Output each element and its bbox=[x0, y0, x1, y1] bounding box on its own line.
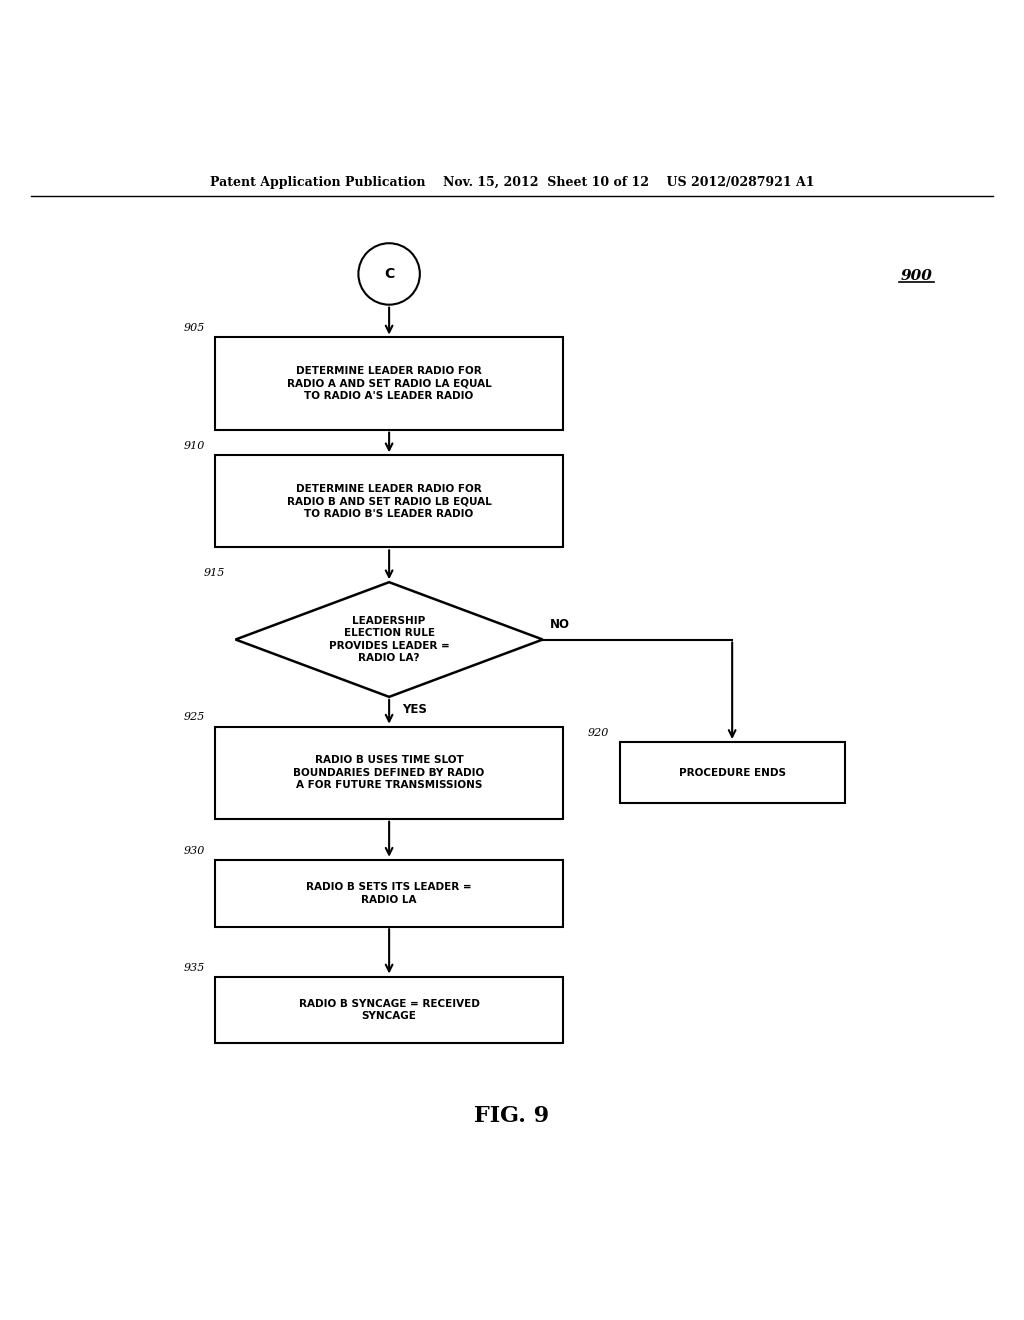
Polygon shape bbox=[236, 582, 543, 697]
Text: C: C bbox=[384, 267, 394, 281]
Text: 925: 925 bbox=[183, 713, 205, 722]
FancyBboxPatch shape bbox=[215, 455, 563, 548]
Text: Patent Application Publication    Nov. 15, 2012  Sheet 10 of 12    US 2012/02879: Patent Application Publication Nov. 15, … bbox=[210, 177, 814, 189]
FancyBboxPatch shape bbox=[215, 726, 563, 818]
Text: RADIO B SETS ITS LEADER =
RADIO LA: RADIO B SETS ITS LEADER = RADIO LA bbox=[306, 882, 472, 904]
FancyBboxPatch shape bbox=[215, 861, 563, 927]
FancyBboxPatch shape bbox=[215, 338, 563, 429]
Text: 900: 900 bbox=[901, 269, 933, 282]
Text: DETERMINE LEADER RADIO FOR
RADIO A AND SET RADIO LA EQUAL
TO RADIO A'S LEADER RA: DETERMINE LEADER RADIO FOR RADIO A AND S… bbox=[287, 366, 492, 401]
Text: 915: 915 bbox=[204, 568, 225, 578]
Text: 930: 930 bbox=[183, 846, 205, 857]
Text: RADIO B USES TIME SLOT
BOUNDARIES DEFINED BY RADIO
A FOR FUTURE TRANSMISSIONS: RADIO B USES TIME SLOT BOUNDARIES DEFINE… bbox=[294, 755, 484, 791]
Text: DETERMINE LEADER RADIO FOR
RADIO B AND SET RADIO LB EQUAL
TO RADIO B'S LEADER RA: DETERMINE LEADER RADIO FOR RADIO B AND S… bbox=[287, 484, 492, 519]
Text: LEADERSHIP
ELECTION RULE
PROVIDES LEADER =
RADIO LA?: LEADERSHIP ELECTION RULE PROVIDES LEADER… bbox=[329, 616, 450, 663]
Text: 920: 920 bbox=[588, 727, 609, 738]
Text: PROCEDURE ENDS: PROCEDURE ENDS bbox=[679, 768, 785, 777]
Text: NO: NO bbox=[550, 618, 570, 631]
Text: RADIO B SYNCAGE = RECEIVED
SYNCAGE: RADIO B SYNCAGE = RECEIVED SYNCAGE bbox=[299, 999, 479, 1022]
FancyBboxPatch shape bbox=[215, 977, 563, 1044]
Text: 905: 905 bbox=[183, 323, 205, 334]
Circle shape bbox=[358, 243, 420, 305]
Text: YES: YES bbox=[402, 702, 427, 715]
Text: 935: 935 bbox=[183, 962, 205, 973]
Text: 910: 910 bbox=[183, 441, 205, 451]
Text: FIG. 9: FIG. 9 bbox=[474, 1105, 550, 1127]
FancyBboxPatch shape bbox=[620, 742, 845, 804]
